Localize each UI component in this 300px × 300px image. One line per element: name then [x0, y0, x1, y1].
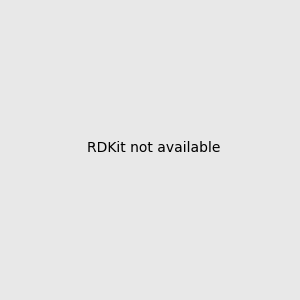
Text: RDKit not available: RDKit not available: [87, 140, 220, 154]
